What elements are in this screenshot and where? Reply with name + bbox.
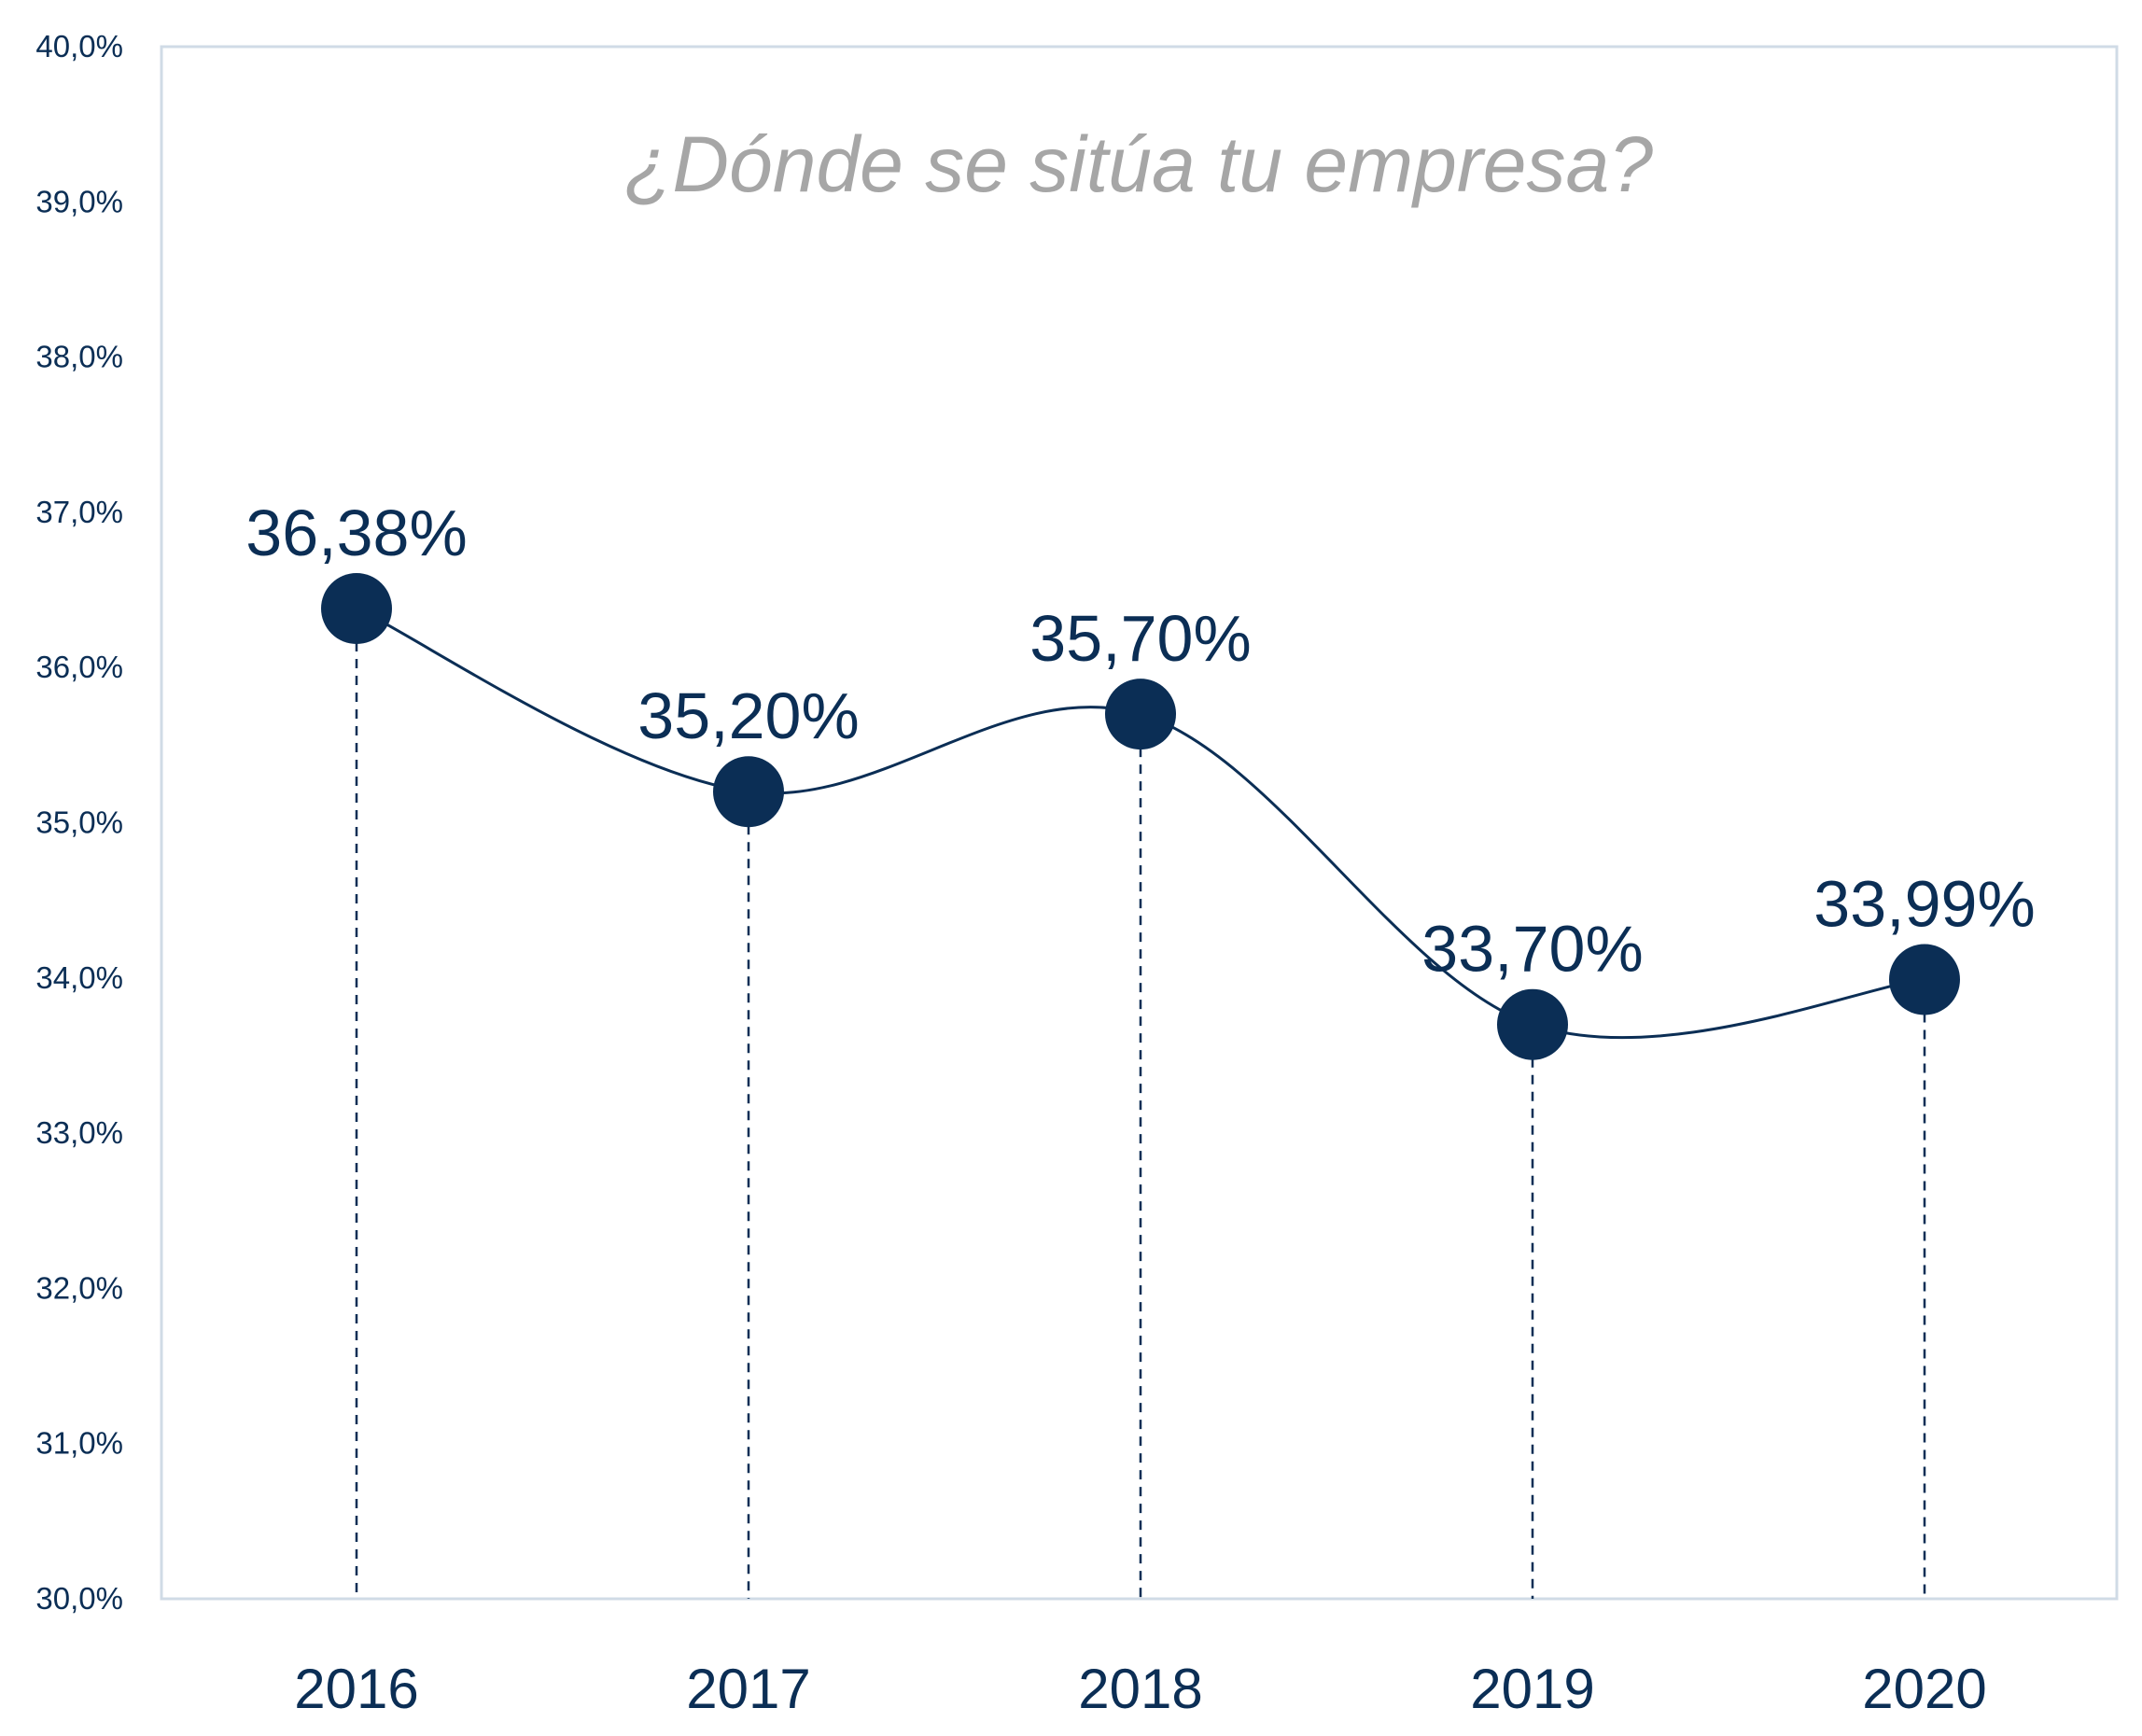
data-markers xyxy=(321,573,1960,1060)
x-tick-label: 2017 xyxy=(686,1658,810,1720)
y-tick-label: 32,0% xyxy=(35,1270,123,1305)
y-tick-label: 35,0% xyxy=(35,805,123,840)
y-tick-label: 36,0% xyxy=(35,650,123,684)
data-label: 35,70% xyxy=(1029,602,1251,675)
x-axis-ticks: 2016 2017 2018 2019 2020 xyxy=(294,1658,1986,1720)
y-tick-label: 31,0% xyxy=(35,1426,123,1461)
x-tick-label: 2019 xyxy=(1470,1658,1594,1720)
y-tick-label: 40,0% xyxy=(35,29,123,63)
x-tick-label: 2016 xyxy=(294,1658,418,1720)
x-tick-label: 2020 xyxy=(1862,1658,1986,1720)
x-tick-label: 2018 xyxy=(1078,1658,1202,1720)
data-label: 33,99% xyxy=(1813,867,2035,940)
data-point-marker xyxy=(1889,944,1960,1015)
data-label: 35,20% xyxy=(637,679,859,752)
data-point-marker xyxy=(1497,988,1568,1060)
y-tick-label: 39,0% xyxy=(35,184,123,218)
data-labels: 36,38% 35,20% 35,70% 33,70% 33,99% xyxy=(245,497,2035,986)
plot-frame xyxy=(160,45,2119,1601)
drop-lines xyxy=(355,609,1926,1599)
y-tick-label: 33,0% xyxy=(35,1115,123,1150)
data-point-marker xyxy=(713,756,784,828)
data-point-marker xyxy=(321,573,392,645)
data-label: 33,70% xyxy=(1421,913,1643,986)
y-tick-label: 34,0% xyxy=(35,960,123,995)
y-axis-ticks: 30,0% 31,0% 32,0% 33,0% 34,0% 35,0% 36,0% 37,0%… xyxy=(35,29,123,1616)
y-tick-label: 37,0% xyxy=(35,495,123,529)
chart-title: ¿Dónde se sitúa tu empresa? xyxy=(624,120,1653,208)
y-tick-label: 38,0% xyxy=(35,340,123,374)
data-label: 36,38% xyxy=(245,497,467,569)
data-point-marker xyxy=(1105,679,1176,750)
y-tick-label: 30,0% xyxy=(35,1581,123,1616)
